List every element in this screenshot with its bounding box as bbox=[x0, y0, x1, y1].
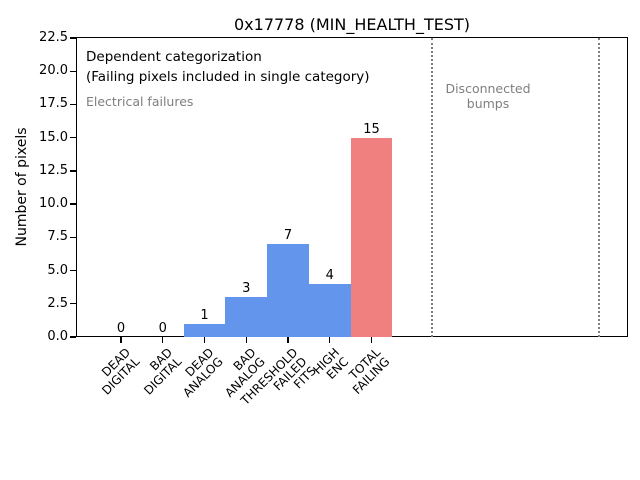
bar bbox=[308, 283, 351, 337]
bar bbox=[225, 297, 268, 337]
y-tick bbox=[70, 269, 76, 272]
chart-title: 0x17778 (MIN_HEALTH_TEST) bbox=[233, 15, 471, 34]
y-tick bbox=[70, 70, 76, 72]
bar bbox=[350, 137, 393, 337]
y-tick bbox=[70, 103, 76, 106]
divider-dotted-line bbox=[598, 38, 601, 337]
bar bbox=[183, 323, 226, 337]
x-tick bbox=[203, 337, 206, 343]
y-tick bbox=[70, 137, 76, 139]
bar-value-label: 7 bbox=[283, 227, 293, 243]
y-tick-label: 5.0 bbox=[47, 262, 68, 278]
y-tick-label: 0.0 bbox=[47, 329, 68, 344]
x-tick-label: TOTAL FAILING bbox=[346, 345, 393, 397]
bar-value-label: 0 bbox=[116, 321, 126, 336]
x-tick-label: DEAD DIGITAL bbox=[99, 345, 143, 398]
y-tick bbox=[70, 236, 76, 238]
y-axis-label: Number of pixels bbox=[14, 127, 30, 247]
y-tick bbox=[70, 336, 76, 338]
bar-value-label: 15 bbox=[363, 121, 380, 137]
y-tick-label: 15.0 bbox=[39, 129, 68, 145]
bar-value-label: 3 bbox=[242, 281, 251, 297]
annotation-dependent-categorization: Dependent categorization bbox=[86, 49, 262, 65]
x-tick bbox=[370, 337, 373, 343]
y-tick-label: 20.0 bbox=[39, 63, 68, 79]
x-tick-label: DEAD ANALOG bbox=[180, 345, 226, 401]
x-tick-label: BAD DIGITAL bbox=[141, 345, 185, 398]
annotation-electrical-failures: Electrical failures bbox=[86, 94, 194, 109]
x-tick bbox=[120, 337, 122, 343]
y-tick-label: 10.0 bbox=[39, 196, 68, 212]
y-tick-label: 2.5 bbox=[47, 295, 68, 311]
annotation-single-category-note: (Failing pixels included in single categ… bbox=[86, 69, 370, 85]
y-tick-label: 22.5 bbox=[39, 30, 68, 45]
annotation-disconnected-bumps: Disconnected bumps bbox=[445, 81, 531, 111]
x-tick bbox=[245, 337, 247, 343]
y-tick-label: 12.5 bbox=[39, 162, 68, 178]
y-tick bbox=[70, 37, 76, 39]
divider-dotted-line bbox=[431, 38, 434, 337]
x-tick bbox=[287, 337, 289, 343]
y-tick bbox=[70, 203, 76, 205]
y-tick-label: 7.5 bbox=[47, 229, 68, 245]
x-tick bbox=[162, 337, 164, 343]
bar bbox=[267, 243, 309, 337]
y-tick bbox=[70, 303, 76, 305]
bar-value-label: 1 bbox=[200, 307, 209, 323]
y-tick-label: 17.5 bbox=[39, 96, 68, 112]
x-tick bbox=[329, 337, 331, 343]
bar-value-label: 4 bbox=[325, 267, 334, 283]
plot-area: 0 0 1 3 7 4 15 Dependent categorization (Faili… bbox=[77, 38, 627, 337]
y-tick bbox=[70, 170, 76, 172]
bar-value-label: 0 bbox=[158, 321, 167, 336]
